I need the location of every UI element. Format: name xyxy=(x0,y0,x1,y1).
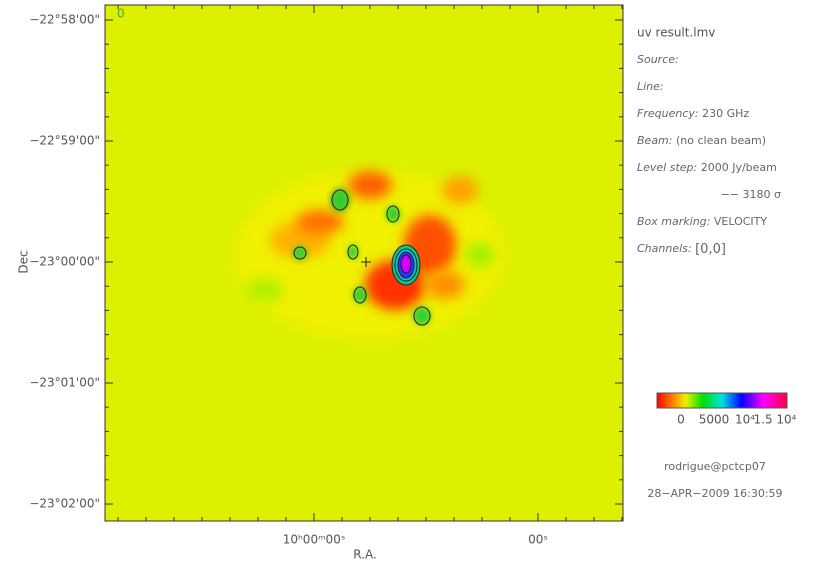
page: 0 −22°58'00" −22°59'00" −23°00'00" −23°0… xyxy=(0,0,815,563)
x-tick-label: 10ʰ00ᵐ00ˢ xyxy=(283,533,346,547)
y-axis-label: Dec xyxy=(17,250,31,273)
frequency-value: 230 GHz xyxy=(702,107,749,120)
y-tick-label: −22°58'00" xyxy=(29,13,100,27)
x-axis-label: R.A. xyxy=(353,548,377,562)
y-tick-label: −22°59'00" xyxy=(29,134,100,148)
box-value: VELOCITY xyxy=(714,215,768,228)
channels-value: [0,0] xyxy=(695,242,726,257)
y-tick-label: −23°01'00" xyxy=(29,376,100,390)
emission-map xyxy=(235,170,505,340)
y-tick-label: −23°00'00" xyxy=(29,255,100,269)
corner-label: 0 xyxy=(117,7,125,21)
channels-key: Channels: xyxy=(637,242,692,255)
y-tick-label: −23°02'00" xyxy=(29,497,100,511)
x-tick-label: 00ˢ xyxy=(528,533,548,547)
colorbar-tick: 0 xyxy=(677,413,685,427)
frequency: Frequency: 230 GHz xyxy=(637,107,749,120)
user: rodrigue@pctcp07 xyxy=(664,460,766,473)
beam: Beam: (no clean beam) xyxy=(637,134,766,147)
file-name: uv result.lmv xyxy=(637,26,715,40)
beam-value: (no clean beam) xyxy=(676,134,766,147)
beam-key: Beam: xyxy=(637,134,672,147)
colorbar-tick: 5000 xyxy=(699,413,730,427)
level-value: 2000 Jy/beam xyxy=(701,161,777,174)
box-marking: Box marking: VELOCITY xyxy=(637,215,767,228)
colorbar-tick: 10⁴ xyxy=(735,413,755,427)
colorbar xyxy=(657,393,787,408)
line: Line: xyxy=(637,80,664,93)
source: Source: xyxy=(637,53,679,66)
level-step: Level step: 2000 Jy/beam xyxy=(637,161,777,174)
colorbar-tick: 1.5 10⁴ xyxy=(754,413,797,427)
box-key: Box marking: xyxy=(637,215,710,228)
date: 28−APR−2009 16:30:59 xyxy=(647,487,782,500)
sigma: −− 3180 σ xyxy=(721,188,781,201)
channels: Channels: [0,0] xyxy=(637,242,726,257)
frequency-key: Frequency: xyxy=(637,107,699,120)
level-key: Level step: xyxy=(637,161,697,174)
